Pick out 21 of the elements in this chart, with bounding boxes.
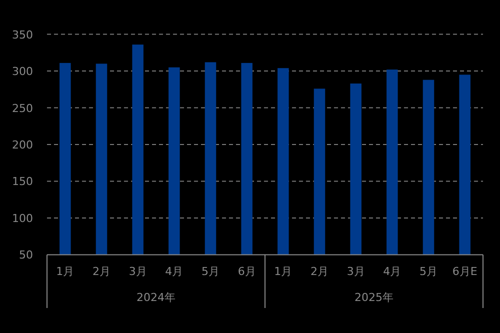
x-tick-label: 1月 <box>56 265 74 278</box>
y-tick-label: 200 <box>12 138 33 152</box>
text: 2025年 <box>354 291 394 304</box>
y-tick-label: 100 <box>12 212 33 225</box>
y-tick-label: 250 <box>12 102 33 115</box>
x-tick-label: 4月 <box>165 265 184 278</box>
x-tick-label: 5月 <box>420 265 438 278</box>
x-tick-label: 1月 <box>274 265 292 278</box>
x-tick-label: 2月 <box>310 265 328 278</box>
y-tick-label: 300 <box>12 65 33 78</box>
y-tick-label: 50 <box>19 248 33 262</box>
y-tick-label: 150 <box>12 175 33 188</box>
x-tick-label: 3月 <box>346 265 365 278</box>
x-tick-label: 6月 <box>238 265 256 278</box>
y-tick-label: 350 <box>12 28 33 42</box>
x-tick-label: 2月 <box>92 265 110 278</box>
x-tick-label: 4月 <box>383 265 402 278</box>
x-tick-label: 5月 <box>202 265 220 278</box>
x-tick-label: 6月E <box>452 265 478 278</box>
x-tick-label: 3月 <box>128 265 147 278</box>
text: 2024年 <box>136 291 176 304</box>
